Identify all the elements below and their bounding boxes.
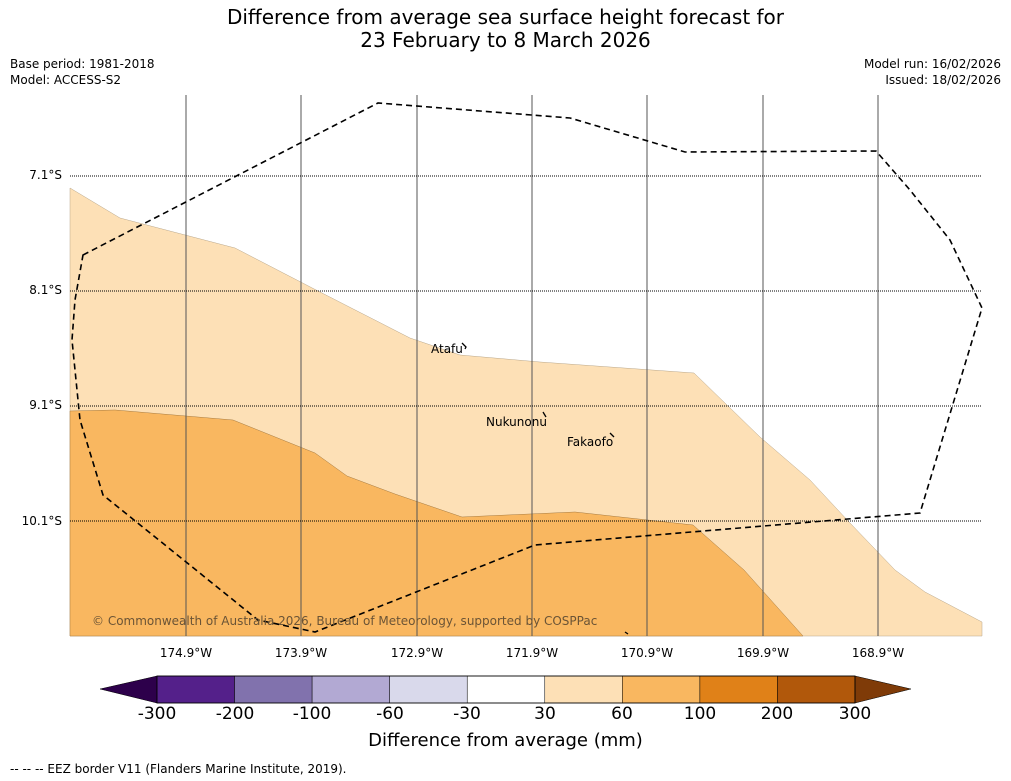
colorbar-segment bbox=[156, 675, 235, 704]
grid-lines bbox=[70, 95, 982, 636]
issued-date: Issued: 18/02/2026 bbox=[885, 73, 1001, 87]
lat-label: 10.1°S bbox=[21, 514, 62, 528]
colorbar-tick-label: -200 bbox=[215, 704, 255, 724]
colorbar-tick-label: 200 bbox=[760, 704, 794, 724]
colorbar-segment bbox=[389, 675, 468, 704]
colorbar-segment bbox=[311, 675, 390, 704]
lon-label: 171.9°W bbox=[505, 646, 559, 660]
colorbar-tick-label: 60 bbox=[611, 704, 633, 724]
meta-right: Model run: 16/02/2026 Issued: 18/02/2026 bbox=[864, 56, 1001, 88]
base-period: Base period: 1981-2018 bbox=[10, 57, 155, 71]
lon-label: 168.9°W bbox=[851, 646, 905, 660]
island-swains bbox=[624, 631, 629, 635]
colorbar-tick-label: 30 bbox=[534, 704, 556, 724]
model-run: Model run: 16/02/2026 bbox=[863, 57, 1001, 71]
map-fills bbox=[69, 187, 983, 637]
place-label-fakaofo: Fakaofo bbox=[567, 435, 614, 449]
colorbar-segment bbox=[777, 675, 856, 704]
lon-label: 172.9°W bbox=[390, 646, 444, 660]
meta-left: Base period: 1981-2018 Model: ACCESS-S2 bbox=[10, 56, 155, 88]
island-nukunonu bbox=[542, 411, 547, 418]
medium-anomaly-band bbox=[69, 409, 804, 637]
title-line-2: 23 February to 8 March 2026 bbox=[360, 28, 651, 52]
lon-label: 174.9°W bbox=[159, 646, 213, 660]
lon-label: 169.9°W bbox=[736, 646, 790, 660]
chart-title: Difference from average sea surface heig… bbox=[0, 6, 1011, 52]
lon-label: 173.9°W bbox=[274, 646, 328, 660]
lat-label: 7.1°S bbox=[29, 168, 62, 182]
colorbar-segment bbox=[544, 675, 623, 704]
model-name: Model: ACCESS-S2 bbox=[10, 73, 122, 87]
colorbar-tick-label: 100 bbox=[683, 704, 717, 724]
lat-label: 9.1°S bbox=[29, 398, 62, 412]
colorbar bbox=[99, 675, 912, 704]
title-line-1: Difference from average sea surface heig… bbox=[226, 5, 785, 29]
lat-label: 8.1°S bbox=[29, 283, 62, 297]
copyright-notice: © Commonwealth of Australia 2026, Bureau… bbox=[92, 614, 598, 628]
place-label-atafu: Atafu bbox=[431, 342, 463, 356]
colorbar-tick-label: -100 bbox=[292, 704, 332, 724]
colorbar-segments bbox=[156, 675, 856, 704]
island-fakaofo bbox=[609, 432, 615, 438]
colorbar-segment bbox=[622, 675, 701, 704]
colorbar-segment bbox=[234, 675, 313, 704]
colorbar-tick-label: -60 bbox=[376, 704, 404, 724]
colorbar-extend-high bbox=[854, 675, 912, 704]
eez-border bbox=[71, 102, 983, 633]
place-label-nukunonu: Nukunonu bbox=[486, 415, 547, 429]
colorbar-title: Difference from average (mm) bbox=[368, 730, 643, 751]
colorbar-tick-label: -30 bbox=[453, 704, 481, 724]
colorbar-extend-low bbox=[99, 675, 158, 704]
eez-legend-note: -- -- -- EEZ border V11 (Flanders Marine… bbox=[10, 762, 347, 776]
colorbar-tick-label: -300 bbox=[137, 704, 177, 724]
lon-label: 170.9°W bbox=[620, 646, 674, 660]
colorbar-tick-label: 300 bbox=[838, 704, 872, 724]
colorbar-frame bbox=[156, 675, 856, 704]
island-atafu bbox=[461, 342, 467, 350]
colorbar-segment bbox=[466, 675, 546, 704]
colorbar-segment bbox=[699, 675, 778, 704]
